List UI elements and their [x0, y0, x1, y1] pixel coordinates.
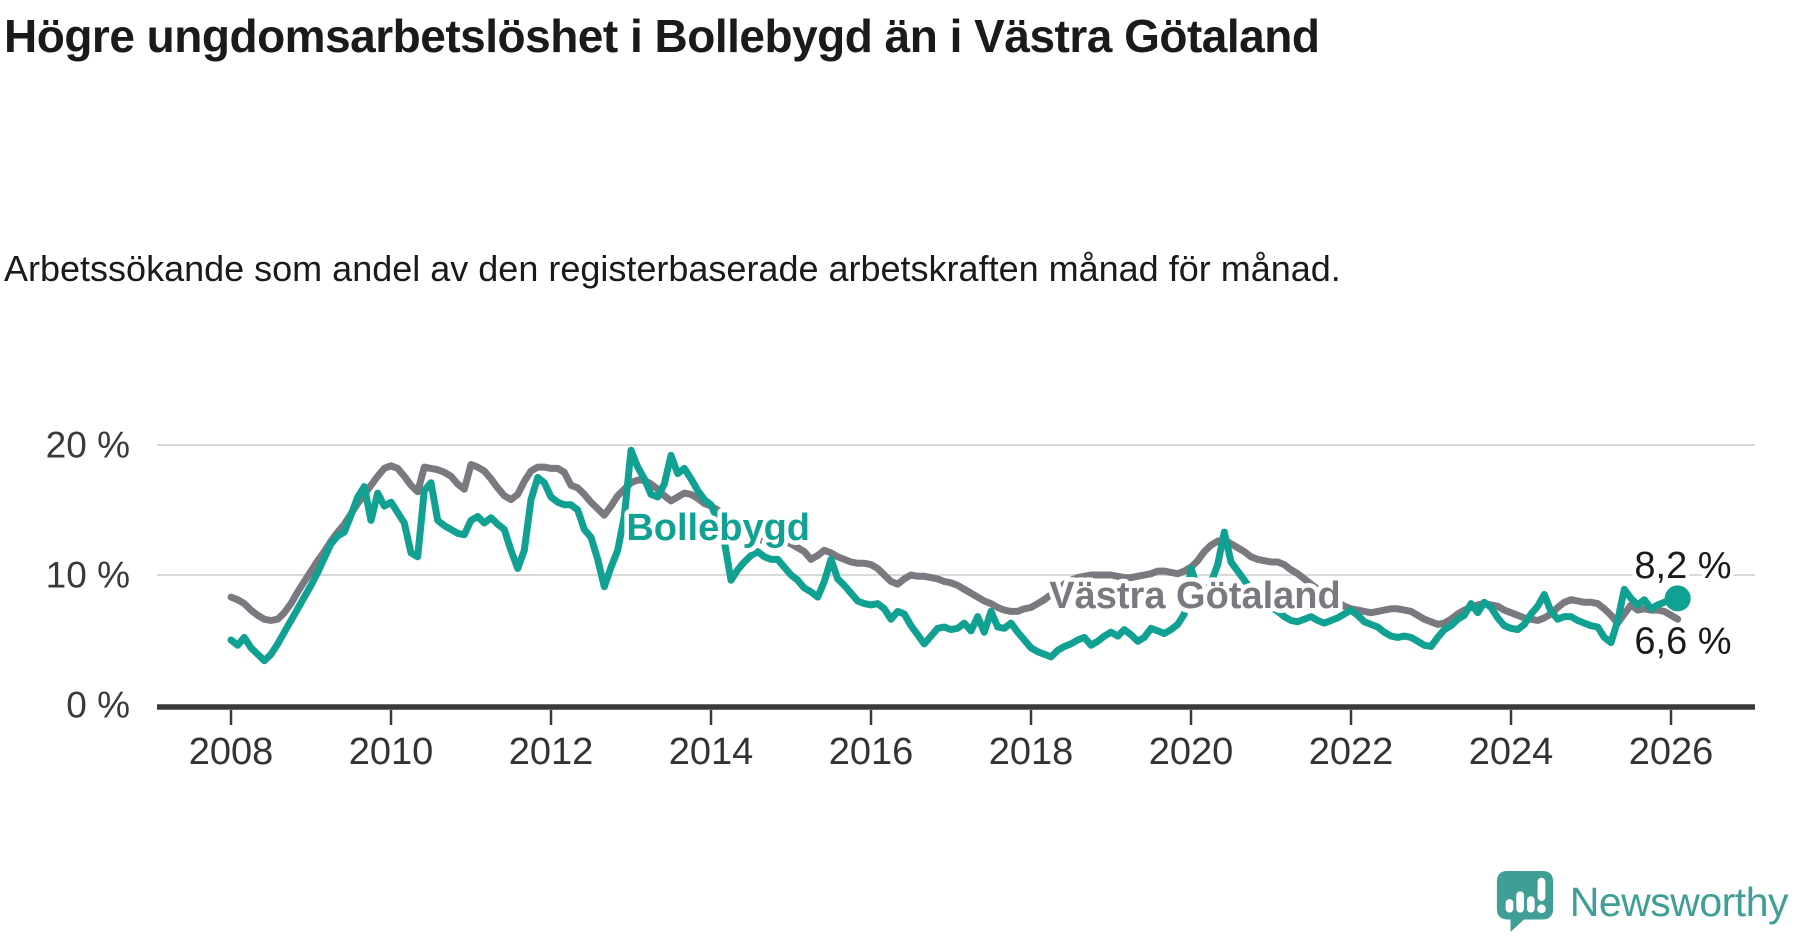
chart-subtitle: Arbetssökande som andel av den registerb…: [4, 248, 1341, 289]
x-axis-label-2018: 2018: [989, 731, 1074, 773]
y-axis-label-0: 0 %: [66, 685, 130, 726]
unemployment-line-chart: 0 % 10 % 20 % 2008 2010 2012 2014 2016 2018 2020 2…: [46, 425, 1755, 773]
x-axis-label-2016: 2016: [829, 731, 914, 773]
y-axis-label-20: 20 %: [46, 425, 130, 466]
x-axis-label-2008: 2008: [189, 731, 274, 773]
x-axis-label-2024: 2024: [1469, 731, 1554, 773]
value-label-8-2: 8,2 %: [1634, 545, 1731, 587]
x-axis-label-2012: 2012: [509, 731, 594, 773]
series-line-v-stra-g-taland: [227, 461, 1682, 628]
y-axis-label-10: 10 %: [46, 555, 130, 596]
newsworthy-logo-icon: [1496, 871, 1553, 933]
end-dot-bollebygd: [1664, 585, 1691, 612]
x-axis-label-2022: 2022: [1309, 731, 1394, 773]
x-axis-label-2026: 2026: [1629, 731, 1714, 773]
series-label-v-stra-g-taland: Västra Götaland: [1049, 575, 1340, 617]
x-axis-label-2014: 2014: [669, 731, 754, 773]
x-axis-label-2020: 2020: [1149, 731, 1234, 773]
x-axis-label-2010: 2010: [349, 731, 434, 773]
series-label-bollebygd: Bollebygd: [626, 507, 810, 549]
newsworthy-brand-text: Newsworthy: [1569, 878, 1789, 925]
value-label-6-6: 6,6 %: [1634, 620, 1731, 662]
page-title: Högre ungdomsarbetslöshet i Bollebygd än…: [4, 10, 1320, 62]
series-line-bollebygd: [227, 446, 1682, 665]
newsworthy-logo: Newsworthy: [1494, 866, 1789, 938]
